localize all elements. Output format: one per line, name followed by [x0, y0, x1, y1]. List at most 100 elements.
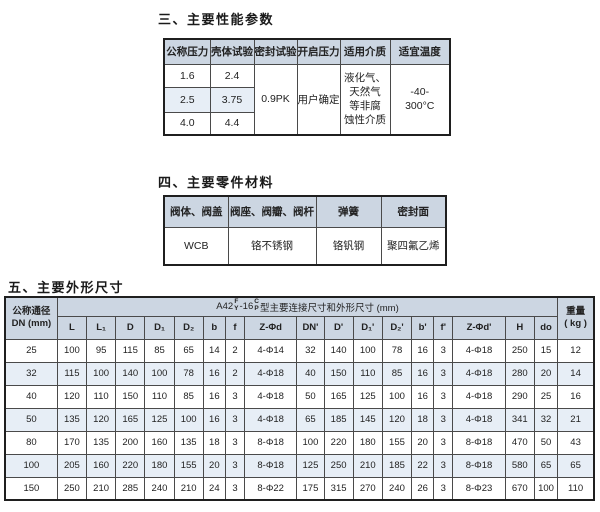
materials-header-row: 阀体、阀盖 阀座、阀瓣、阀杆 弹簧 密封面: [163, 195, 447, 228]
dimension-cell: 3: [433, 384, 454, 409]
dimension-cell: 3: [433, 430, 454, 455]
dimension-cell: 4-Φ18: [452, 361, 506, 386]
dimension-cell: 185: [323, 407, 354, 432]
col-header-1: L₁: [86, 315, 117, 340]
dimension-cell: 3: [433, 338, 454, 363]
dimension-cell: 150: [115, 384, 146, 409]
dimension-cell: 4-Φ18: [452, 407, 506, 432]
dimension-cell: 78: [381, 338, 413, 363]
dimension-cell: 8-Φ18: [244, 430, 298, 455]
performance-header-row: 公称压力 壳体试验 密封试验 开启压力 适用介质 适宜温度: [163, 38, 451, 65]
dimension-cell: 240: [381, 476, 413, 501]
dimension-cell: 155: [381, 430, 413, 455]
dimension-cell: 24: [202, 476, 226, 501]
materials-table: 阀体、阀盖 阀座、阀瓣、阀杆 弹簧 密封面 WCB 铬不锈钢 铬钒钢 聚四氟乙烯: [163, 195, 447, 266]
col-header-13: f': [433, 315, 454, 340]
header-applicable-medium: 适用介质: [339, 38, 391, 65]
table-row: 150 250 210 285 240 210 24 3 8-Φ22 175 315 270 240 26…: [4, 476, 595, 501]
dimension-cell: 180: [352, 430, 383, 455]
table-row: 2.5 3.75: [163, 86, 450, 113]
dimension-cell: 180: [144, 453, 175, 478]
dimension-cell: 8-Φ18: [244, 453, 298, 478]
dimension-cell: 32: [296, 338, 325, 363]
dimension-cell: 210: [173, 476, 204, 501]
col-header-5: b: [202, 315, 226, 340]
dimension-cell: 16: [202, 361, 226, 386]
dimension-cell: 315: [323, 476, 354, 501]
weight-cell: 65: [557, 453, 595, 478]
dimension-cell: 26: [411, 476, 435, 501]
dimension-cell: 120: [56, 384, 88, 409]
dimension-cell: 3: [224, 384, 246, 409]
dimension-cell: 125: [144, 407, 175, 432]
dn-cell: 50: [4, 407, 58, 432]
nominal-pressure-value: 4.0: [163, 111, 211, 136]
sealing-face-material: 聚四氟乙烯: [380, 226, 447, 266]
dimension-cell: 40: [296, 361, 325, 386]
header-weight: 重量 ( kg ): [557, 296, 595, 340]
dimension-cell: 110: [352, 361, 383, 386]
dimension-cell: 140: [115, 361, 146, 386]
model-designation: A42 F Y -16 C P 型主要连接尺寸和外形尺寸 (mm): [216, 298, 399, 314]
dimension-cell: 20: [533, 361, 559, 386]
col-header-2: D: [115, 315, 146, 340]
model-variant-stack-1: F Y: [234, 298, 239, 312]
dimension-cell: 250: [323, 453, 354, 478]
table-row: 100 205 160 220 180 155 20 3 8-Φ18 125 250 210 185 22…: [4, 453, 595, 478]
dimension-cell: 280: [504, 361, 535, 386]
dimension-cell: 25: [533, 384, 559, 409]
dimension-cell: 3: [433, 407, 454, 432]
dimension-cell: 3: [433, 476, 454, 501]
col-header-10: D₁': [352, 315, 383, 340]
header-suitable-temperature: 适宜温度: [389, 38, 451, 65]
dimension-cell: 100: [56, 338, 88, 363]
dimension-cell: 2: [224, 338, 246, 363]
dimension-cell: 125: [352, 384, 383, 409]
section-title-materials: 四、主要零件材料: [158, 175, 275, 190]
dn-cell: 100: [4, 453, 58, 478]
dimension-cell: 100: [533, 476, 559, 501]
dimension-cell: 250: [56, 476, 88, 501]
section-title-performance: 三、主要性能参数: [158, 12, 275, 27]
dimension-cell: 4-Φ18: [244, 407, 298, 432]
dimension-cell: 170: [56, 430, 88, 455]
dimension-cell: 16: [202, 407, 226, 432]
dimension-cell: 160: [144, 430, 175, 455]
dimension-cell: 32: [533, 407, 559, 432]
dimension-cell: 100: [296, 430, 325, 455]
col-header-15: H: [504, 315, 535, 340]
shell-test-value: 4.4: [209, 111, 255, 136]
header-spring: 弹簧: [315, 195, 382, 228]
header-sealing-face: 密封面: [380, 195, 447, 228]
table-row: 32 115 100 140 100 78 16 2 4-Φ18 40 150 110 85 16 3 4-Φ…: [4, 361, 595, 386]
dimension-cell: 20: [411, 430, 435, 455]
dimension-cell: 100: [381, 384, 413, 409]
dimension-cell: 140: [323, 338, 354, 363]
performance-table: 公称压力 壳体试验 密封试验 开启压力 适用介质 适宜温度 1.6 2.4 0.…: [163, 38, 451, 136]
table-row: WCB 铬不锈钢 铬钒钢 聚四氟乙烯: [163, 226, 447, 266]
table-row: 1.6 2.4 0.9PK 用户确定 液化气、 天然气 等非腐 蚀性介质 -40…: [163, 63, 451, 136]
table-row: 4.0 4.4: [163, 111, 450, 136]
dimension-cell: 165: [115, 407, 146, 432]
temperature-range-value: -40- 300°C: [389, 63, 451, 136]
dimension-cell: 50: [296, 384, 325, 409]
seal-test-value: 0.9PK: [253, 63, 298, 136]
dimension-cell: 18: [202, 430, 226, 455]
opening-pressure-value: 用户确定: [296, 63, 341, 136]
dimension-cell: 14: [202, 338, 226, 363]
dimension-cell: 3: [433, 453, 454, 478]
dn-cell: 25: [4, 338, 58, 363]
col-header-16: do: [533, 315, 559, 340]
dimension-cell: 8-Φ22: [244, 476, 298, 501]
spring-material: 铬钒钢: [315, 226, 382, 266]
table-row: 50 135 120 165 125 100 16 3 4-Φ18 65 185 145 120 18 3 4…: [4, 407, 595, 432]
dimension-cell: 78: [173, 361, 204, 386]
body-bonnet-material: WCB: [163, 226, 229, 266]
dimension-cell: 65: [173, 338, 204, 363]
dimension-cell: 200: [115, 430, 146, 455]
dimension-cell: 100: [352, 338, 383, 363]
dimension-cell: 3: [224, 476, 246, 501]
dimension-cell: 270: [352, 476, 383, 501]
col-header-0: L: [56, 315, 88, 340]
dimension-cell: 470: [504, 430, 535, 455]
